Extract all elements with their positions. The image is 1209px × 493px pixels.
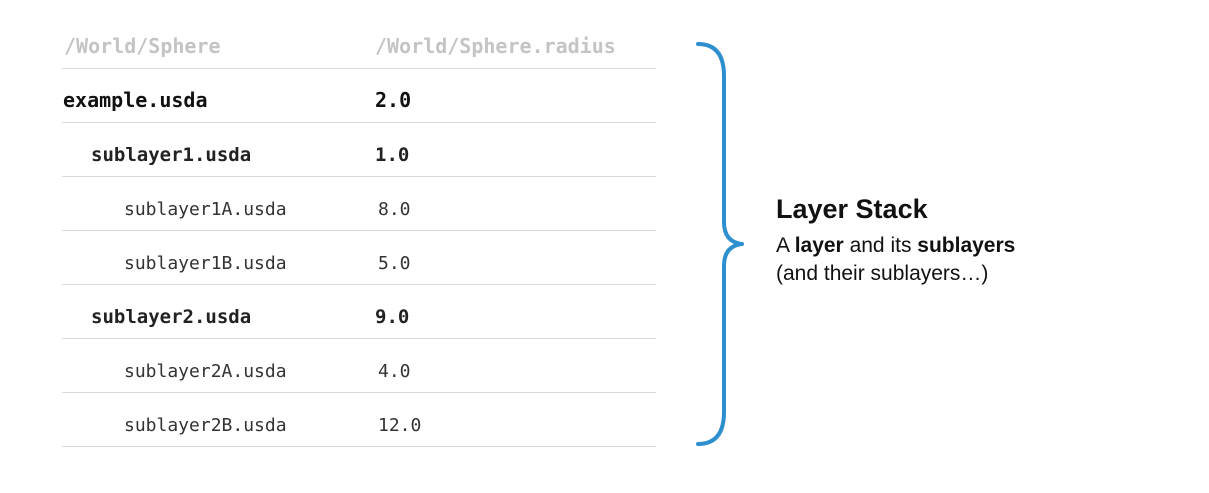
- layer-name: sublayer1.usda: [91, 144, 252, 166]
- curly-brace-icon: [696, 42, 744, 446]
- layer-value: 12.0: [378, 415, 422, 436]
- term-layer: layer: [794, 234, 844, 257]
- layer-value: 1.0: [375, 144, 410, 166]
- layer-name: sublayer1B.usda: [124, 253, 287, 274]
- header-prim-path: /World/Sphere: [64, 34, 221, 58]
- header-row: /World/Sphere /World/Sphere.radius: [62, 14, 656, 69]
- header-attribute-path: /World/Sphere.radius: [375, 34, 616, 58]
- layer-name: sublayer1A.usda: [124, 199, 287, 220]
- layer-row-sublayer1a: sublayer1A.usda 8.0: [62, 176, 656, 231]
- layer-stack-description: A layer and its sublayers (and their sub…: [776, 232, 1015, 288]
- layer-value: 9.0: [375, 306, 410, 328]
- layer-row-sublayer1: sublayer1.usda 1.0: [62, 122, 656, 177]
- layer-row-sublayer2b: sublayer2B.usda 12.0: [62, 392, 656, 447]
- layer-name: example.usda: [63, 88, 208, 112]
- description-line-1: A layer and its sublayers: [776, 234, 1016, 257]
- layer-name: sublayer2B.usda: [124, 415, 287, 436]
- layer-name: sublayer2A.usda: [124, 361, 287, 382]
- layer-row-sublayer2a: sublayer2A.usda 4.0: [62, 338, 656, 393]
- layer-value: 4.0: [378, 361, 411, 382]
- term-sublayers: sublayers: [917, 234, 1016, 257]
- layer-value: 8.0: [378, 199, 411, 220]
- layer-value: 2.0: [375, 88, 412, 112]
- layer-row-sublayer2: sublayer2.usda 9.0: [62, 284, 656, 339]
- layer-name: sublayer2.usda: [91, 306, 252, 328]
- description-line-2: (and their sublayers…): [776, 262, 989, 285]
- layer-value: 5.0: [378, 253, 411, 274]
- layer-row-sublayer1b: sublayer1B.usda 5.0: [62, 230, 656, 285]
- layer-row-example: example.usda 2.0: [62, 68, 656, 123]
- layer-stack-title: Layer Stack: [776, 194, 928, 224]
